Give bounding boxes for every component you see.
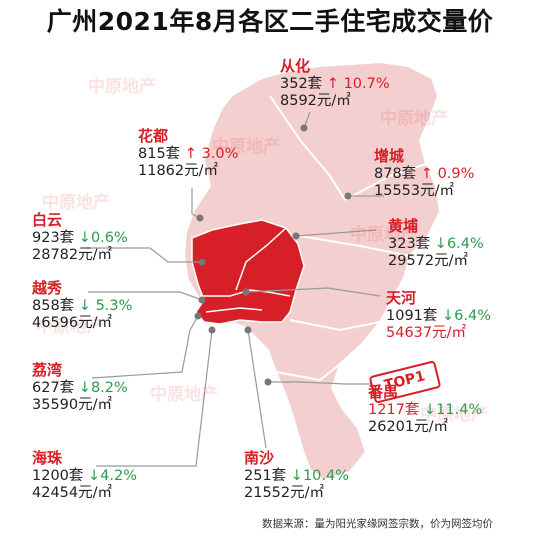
map-boundary-panyu <box>289 319 381 332</box>
district-change: 10.4% <box>302 467 350 484</box>
district-volume: 627套 <box>32 379 75 396</box>
district-volume: 858套 <box>32 297 75 314</box>
change-arrow-icon: ↓ <box>442 307 455 324</box>
district-volume: 923套 <box>32 229 75 246</box>
watermark-logo: 中原地产 <box>420 405 488 425</box>
change-arrow-icon: ↓ <box>78 379 91 396</box>
district-change: 3.0% <box>201 145 239 162</box>
district-price: 54637元/㎡ <box>386 324 467 341</box>
district-label-huangpu: 黄埔 323套 ↓6.4% 29572元/㎡ <box>388 217 484 270</box>
change-arrow-icon: ↓ <box>290 467 303 484</box>
district-name: 荔湾 <box>32 361 63 379</box>
district-label-baiyun: 白云 923套 ↓0.6% 28782元/㎡ <box>32 211 128 264</box>
district-label-haizhu: 海珠 1200套 ↓4.2% 42454元/㎡ <box>32 449 138 502</box>
district-volume: 352套 <box>280 75 323 92</box>
change-arrow-icon: ↓ <box>88 467 101 484</box>
change-arrow-icon: ↓ <box>424 401 437 418</box>
district-name: 番禺 <box>368 383 399 401</box>
district-volume: 878套 <box>374 165 417 182</box>
source-note: 数据来源：量为阳光家缘网签宗数，价为网签均价 <box>262 518 493 530</box>
change-arrow-icon: ↓ <box>434 235 447 252</box>
district-name: 黄埔 <box>388 217 419 235</box>
district-price: 8592元/㎡ <box>280 92 351 109</box>
district-volume: 1091套 <box>386 307 438 324</box>
district-label-huadu: 花都 815套 ↑ 3.0% 11862元/㎡ <box>138 127 239 180</box>
map-central-boundaries <box>200 227 291 313</box>
leader-dots <box>194 124 352 386</box>
district-volume: 1200套 <box>32 467 84 484</box>
district-name: 南沙 <box>244 449 275 467</box>
map-boundary-huadu-conghua <box>269 95 346 201</box>
district-price: 29572元/㎡ <box>388 252 469 269</box>
district-price: 11862元/㎡ <box>138 162 219 179</box>
district-price: 21552元/㎡ <box>244 484 325 501</box>
district-change: 6.4% <box>446 235 484 252</box>
change-arrow-icon: ↑ <box>420 165 433 182</box>
watermark-logo: 中原地产 <box>88 77 156 97</box>
watermark-logo: 中原地产 <box>212 137 280 157</box>
change-arrow-icon: ↑ <box>326 75 339 92</box>
district-label-liwan: 荔湾 627套 ↓8.2% 35590元/㎡ <box>32 361 128 414</box>
district-price: 28782元/㎡ <box>32 246 113 263</box>
district-label-tianhe: 天河 1091套 ↓6.4% 54637元/㎡ <box>386 289 492 342</box>
district-change: 5.3% <box>95 297 133 314</box>
district-price: 15553元/㎡ <box>374 182 455 199</box>
district-label-zengcheng: 增城 878套 ↑ 0.9% 15553元/㎡ <box>374 147 475 200</box>
district-price: 42454元/㎡ <box>32 484 113 501</box>
watermark-logo: 中原地产 <box>42 193 110 213</box>
district-label-yuexiu: 越秀 858套 ↓ 5.3% 46596元/㎡ <box>32 279 133 332</box>
district-name: 越秀 <box>32 279 63 297</box>
district-price: 26201元/㎡ <box>368 418 449 435</box>
page-title: 广州2021年8月各区二手住宅成交量价 <box>46 7 494 36</box>
district-label-nansha: 南沙 251套 ↓10.4% 21552元/㎡ <box>244 449 350 502</box>
district-name: 从化 <box>280 57 311 75</box>
watermark-logo: 中原地产 <box>150 385 218 405</box>
district-change: 0.6% <box>90 229 128 246</box>
district-change: 11.4% <box>436 401 483 418</box>
district-price: 46596元/㎡ <box>32 314 113 331</box>
district-volume: 251套 <box>244 467 287 484</box>
watermark-logo: 中原地产 <box>380 109 448 129</box>
change-arrow-icon: ↑ <box>184 145 197 162</box>
district-change: 0.9% <box>437 165 475 182</box>
district-volume: 323套 <box>388 235 431 252</box>
district-label-conghua: 从化 352套 ↑ 10.7% 8592元/㎡ <box>280 57 390 110</box>
map-boundary-huangpu <box>299 235 411 257</box>
district-name: 海珠 <box>32 449 63 467</box>
change-arrow-icon: ↓ <box>78 229 91 246</box>
district-name: 天河 <box>386 289 417 307</box>
map-boundary-conghua-zengcheng <box>344 163 427 201</box>
district-name: 花都 <box>138 127 169 145</box>
watermark-logo: 中原地产 <box>36 317 104 337</box>
district-change: 6.4% <box>454 307 492 324</box>
change-arrow-icon: ↓ <box>78 297 91 314</box>
watermark-logo: 中原地产 <box>350 225 418 245</box>
map-boundary-nansha <box>275 363 341 382</box>
district-price: 35590元/㎡ <box>32 396 113 413</box>
district-volume: 815套 <box>138 145 181 162</box>
district-change: 10.7% <box>343 75 390 92</box>
district-volume: 1217套 <box>368 401 420 418</box>
map-outer-districts <box>182 60 442 482</box>
district-name: 白云 <box>32 211 63 229</box>
district-label-panyu: 番禺 1217套 ↓11.4% 26201元/㎡ <box>368 383 483 436</box>
district-change: 4.2% <box>100 467 138 484</box>
district-name: 增城 <box>374 147 405 165</box>
district-change: 8.2% <box>90 379 128 396</box>
